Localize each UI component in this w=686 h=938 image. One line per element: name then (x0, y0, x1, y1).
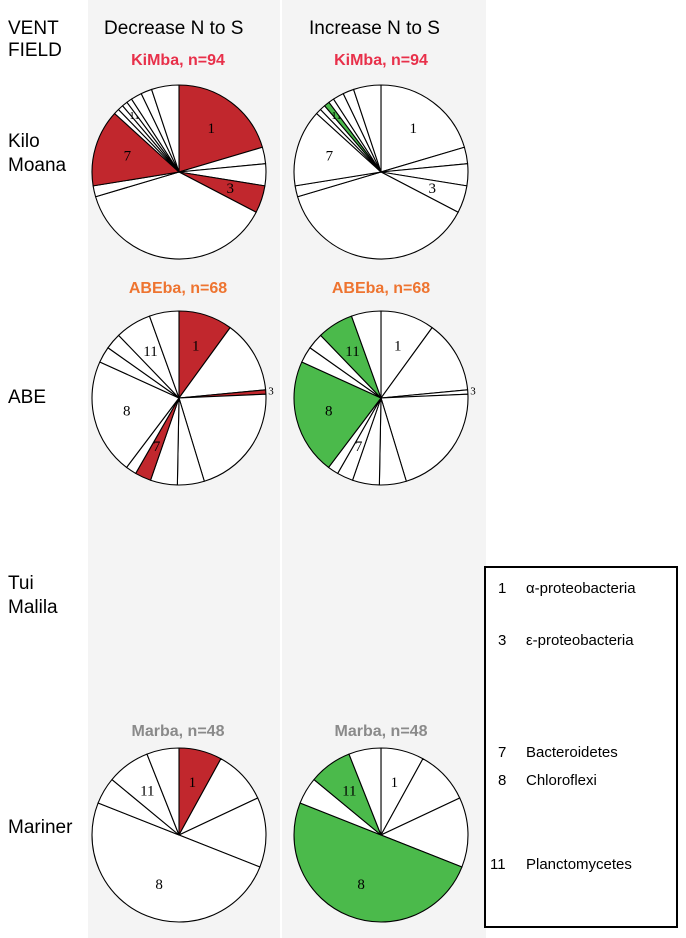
pie-slice-label: 7 (153, 439, 161, 455)
legend-label: Chloroflexi (526, 772, 597, 789)
pie-slice-label: 3 (226, 181, 234, 197)
pie-slice-label: 1 (189, 775, 197, 791)
pie-abeba-increase: 1 3 7 8 11 (293, 310, 476, 486)
pie-slice-1 (178, 84, 263, 173)
legend-label: α-proteobacteria (526, 580, 636, 597)
pie-slice-label: 11 (143, 344, 157, 360)
increase-column-header: Increase N to S (309, 18, 440, 39)
legend-box: 1 α-proteobacteria 3 ε-proteobacteria 7 … (484, 566, 678, 928)
pie-slice (380, 327, 469, 399)
pie-slice-7 (293, 112, 382, 187)
pie-group: 1 3 7 11 (91, 84, 267, 260)
legend-number: 1 (498, 580, 507, 597)
pie-slice-label: 1 (394, 339, 402, 355)
pie-slice-label: 1 (391, 775, 399, 791)
pie-group: 1 3 7 11 (293, 84, 469, 260)
pie-slice-label: 8 (325, 403, 333, 419)
pie-slice-7 (91, 112, 180, 187)
legend-label: Bacteroidetes (526, 744, 618, 761)
pie-slice (350, 310, 382, 399)
pie-slice-label: 11 (129, 110, 140, 122)
site-label-kilo-moana: Kilo Moana (8, 131, 67, 176)
pie-slice-8 (91, 802, 261, 923)
pie-group: 1 3 7 8 11 (293, 310, 476, 486)
pie-slice-label: 8 (357, 877, 365, 893)
pie-slice (178, 797, 267, 868)
pie-slice (348, 747, 382, 836)
pie-slice (178, 393, 267, 482)
decrease-column-header: Decrease N to S (104, 18, 244, 39)
pie-title-marba-increase: Marba, n=48 (334, 723, 428, 740)
pie-slice (146, 747, 180, 836)
pie-slice-label: 11 (345, 344, 359, 360)
pie-slice-label: 3 (268, 386, 274, 398)
pie-slice-8 (293, 802, 463, 923)
pie-slice-label: 1 (192, 339, 200, 355)
site-label-abe: ABE (8, 387, 47, 408)
legend-number: 3 (498, 632, 507, 649)
site-label-tui-malila: Tui Malila (8, 573, 58, 618)
pie-slice-label: 11 (140, 783, 154, 799)
legend-number: 8 (498, 772, 507, 789)
pie-slice-label: 11 (342, 783, 356, 799)
pie-slice-label: 7 (326, 149, 334, 165)
pie-slice (380, 393, 469, 482)
pie-slice-label: 11 (331, 110, 342, 122)
pie-slice-label: 8 (123, 403, 131, 419)
legend-label: Planctomycetes (526, 856, 632, 873)
pie-slice (178, 327, 267, 399)
pie-slice-1 (380, 84, 465, 173)
pie-abeba-decrease: 1 3 7 8 11 (91, 310, 274, 486)
pie-slice-label: 7 (124, 149, 132, 165)
pie-slice (151, 84, 180, 173)
pie-kimba-decrease: 1 3 7 11 (91, 84, 267, 260)
pie-slice (380, 797, 469, 868)
pie-title-marba-decrease: Marba, n=48 (131, 723, 225, 740)
legend-number: 7 (498, 744, 507, 761)
site-label-mariner: Mariner (8, 817, 73, 838)
pie-group: 1 3 7 8 11 (91, 310, 274, 486)
pie-slice-label: 1 (410, 121, 418, 137)
pie-title-kimba-increase: KiMba, n=94 (334, 52, 428, 69)
pie-slice-label: 3 (470, 386, 476, 398)
pie-slice-label: 7 (355, 439, 363, 455)
vent-field-header: VENT FIELD (8, 18, 62, 61)
pie-title-kimba-decrease: KiMba, n=94 (131, 52, 225, 69)
pie-slice-label: 3 (428, 181, 436, 197)
pie-slice-label: 1 (208, 121, 216, 137)
pie-slice-label: 8 (155, 877, 163, 893)
pie-title-abeba-increase: ABEba, n=68 (331, 280, 431, 297)
pie-title-abeba-decrease: ABEba, n=68 (128, 280, 228, 297)
pie-slice (297, 171, 459, 260)
pie-kimba-increase: 1 3 7 11 (293, 84, 469, 260)
pie-slice (95, 171, 257, 260)
pie-slice (148, 310, 180, 399)
legend-label: ε-proteobacteria (526, 632, 634, 649)
legend-number: 11 (490, 856, 506, 873)
pie-slice (353, 84, 382, 173)
